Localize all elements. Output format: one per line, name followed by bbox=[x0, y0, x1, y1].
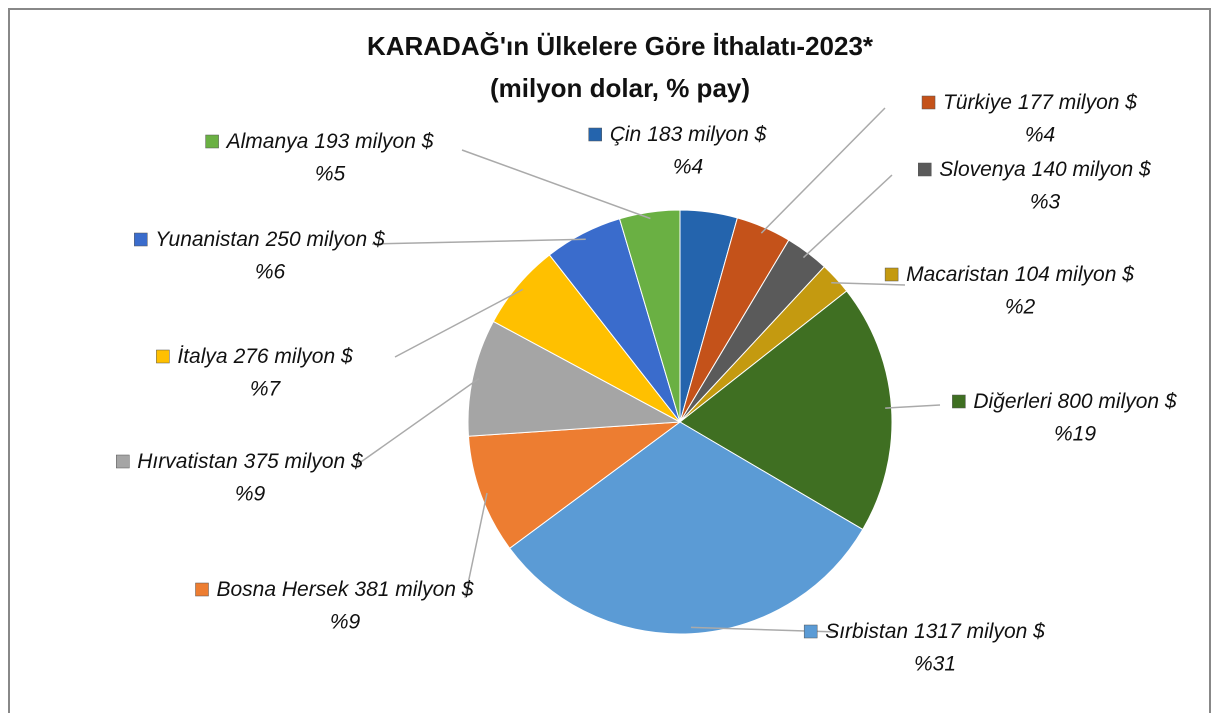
label-category: Yunanistan bbox=[155, 228, 259, 251]
percent-label: %9 bbox=[330, 611, 361, 634]
leader-line bbox=[885, 404, 941, 409]
chart-title: KARADAĞ'ın Ülkelere Göre İthalatı-2023* bbox=[367, 31, 874, 61]
data-label: Diğerleri 800 milyon $ bbox=[973, 390, 1177, 413]
label-category: Türkiye bbox=[943, 91, 1012, 114]
legend-key bbox=[803, 624, 818, 639]
label-value: 800 milyon $ bbox=[1058, 390, 1177, 413]
data-label: Slovenya 140 milyon $ bbox=[939, 158, 1151, 181]
percent-label: %19 bbox=[1054, 423, 1096, 446]
leader-line bbox=[760, 107, 886, 234]
label-value: 381 milyon $ bbox=[354, 578, 473, 601]
percent-label: %3 bbox=[1030, 191, 1061, 214]
label-value: 183 milyon $ bbox=[647, 123, 766, 146]
label-category: Çin bbox=[610, 123, 642, 146]
legend-key bbox=[884, 267, 899, 282]
label-value: 140 milyon $ bbox=[1032, 158, 1151, 181]
percent-label: %5 bbox=[315, 163, 346, 186]
label-category: İtalya bbox=[177, 345, 227, 368]
data-label: Çin 183 milyon $ bbox=[610, 123, 767, 146]
data-label: Hırvatistan 375 milyon $ bbox=[137, 450, 363, 473]
legend-key bbox=[952, 394, 966, 409]
percent-label: %2 bbox=[1005, 296, 1036, 319]
legend-key bbox=[588, 127, 602, 142]
pie-slice bbox=[467, 421, 682, 549]
data-label: Bosna Hersek 381 milyon $ bbox=[217, 578, 474, 601]
legend-key bbox=[921, 95, 936, 110]
pie-slice bbox=[508, 421, 864, 635]
label-category: Bosna Hersek bbox=[217, 578, 350, 601]
legend-key bbox=[116, 454, 130, 469]
label-category: Macaristan bbox=[906, 263, 1009, 286]
pie-slice bbox=[618, 209, 681, 423]
label-category: Almanya bbox=[225, 130, 309, 153]
percent-label: %9 bbox=[235, 483, 266, 506]
data-label: İtalya 276 milyon $ bbox=[177, 345, 353, 368]
legend-key bbox=[134, 232, 148, 247]
leader-line bbox=[461, 149, 651, 220]
data-label: Sırbistan 1317 milyon $ bbox=[825, 620, 1045, 643]
label-category: Hırvatistan bbox=[137, 450, 237, 473]
leader-line bbox=[464, 492, 488, 599]
leader-line bbox=[802, 174, 893, 259]
legend-key bbox=[156, 349, 170, 364]
label-category: Slovenya bbox=[939, 158, 1025, 181]
leader-line bbox=[394, 288, 524, 358]
legend-key bbox=[918, 162, 932, 177]
label-value: 177 milyon $ bbox=[1018, 91, 1137, 114]
label-value: 1317 milyon $ bbox=[914, 620, 1045, 643]
data-label: Türkiye 177 milyon $ bbox=[943, 91, 1137, 114]
label-category: Diğerleri bbox=[973, 390, 1053, 413]
label-value: 276 milyon $ bbox=[233, 345, 353, 368]
percent-label: %31 bbox=[914, 653, 956, 676]
legend-key bbox=[195, 582, 209, 597]
label-category: Sırbistan bbox=[825, 620, 908, 643]
chart-subtitle: (milyon dolar, % pay) bbox=[490, 73, 750, 103]
leader-line bbox=[371, 238, 586, 245]
label-value: 104 milyon $ bbox=[1015, 263, 1134, 286]
percent-label: %4 bbox=[1025, 124, 1055, 147]
label-value: 193 milyon $ bbox=[314, 130, 433, 153]
data-label: Yunanistan 250 milyon $ bbox=[155, 228, 385, 251]
legend-key bbox=[205, 134, 219, 149]
percent-label: %7 bbox=[250, 378, 282, 401]
label-value: 250 milyon $ bbox=[265, 228, 385, 251]
data-label: Macaristan 104 milyon $ bbox=[906, 263, 1134, 286]
leader-line bbox=[831, 281, 906, 286]
percent-label: %4 bbox=[673, 156, 703, 179]
data-label: Almanya 193 milyon $ bbox=[225, 130, 434, 153]
percent-label: %6 bbox=[255, 261, 286, 284]
leader-line bbox=[357, 377, 480, 465]
label-value: 375 milyon $ bbox=[244, 450, 363, 473]
pie-slice bbox=[467, 320, 682, 437]
